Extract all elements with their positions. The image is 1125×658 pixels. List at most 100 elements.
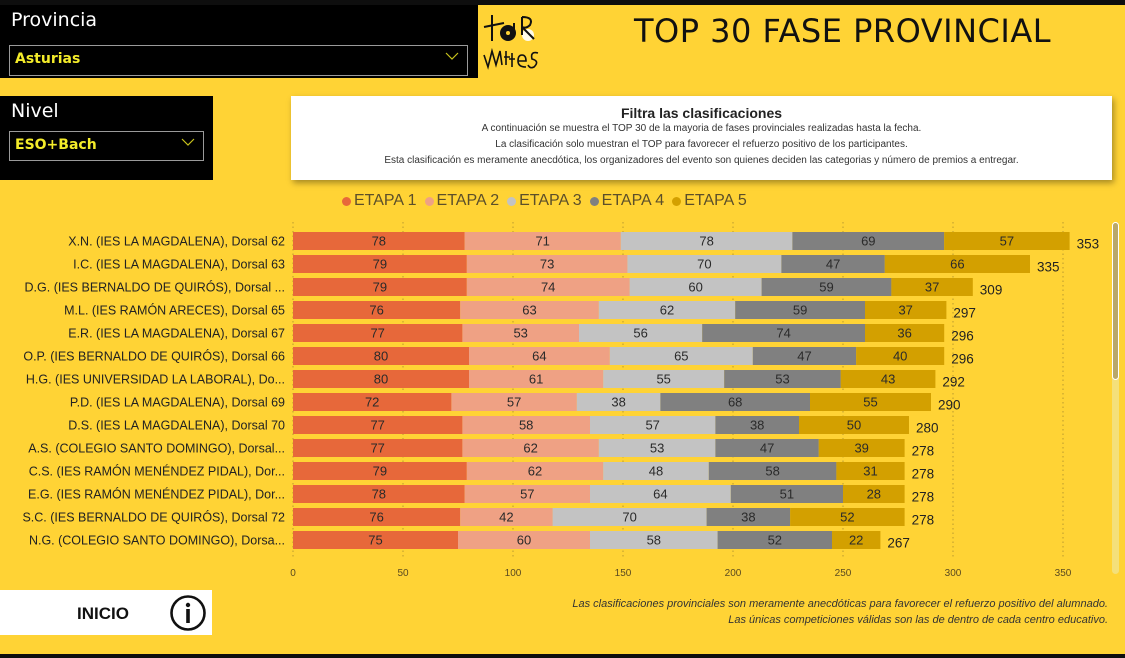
data-label: 39 xyxy=(854,441,868,456)
page-title: TOP 30 FASE PROVINCIAL xyxy=(633,12,1052,50)
data-label: 48 xyxy=(649,464,663,479)
bar-segment xyxy=(836,462,905,480)
bar-segment xyxy=(799,416,909,434)
legend-label: ETAPA 1 xyxy=(354,192,417,209)
data-label: 60 xyxy=(517,533,531,548)
x-tick-label: 0 xyxy=(290,568,296,579)
chart-scrollbar[interactable] xyxy=(1112,222,1119,574)
chevron-down-icon xyxy=(445,52,459,60)
bar-segment xyxy=(464,485,590,503)
data-label: 52 xyxy=(768,533,782,548)
bar-segment xyxy=(293,278,467,296)
legend-item[interactable]: ETAPA 2 xyxy=(424,192,499,210)
provincia-label: Provincia xyxy=(11,9,98,31)
bar-segment xyxy=(603,462,709,480)
data-label: 47 xyxy=(760,441,774,456)
total-label: 278 xyxy=(912,490,935,505)
data-label: 42 xyxy=(499,510,513,525)
home-label: INICIO xyxy=(77,604,129,623)
legend-item[interactable]: ETAPA 4 xyxy=(589,192,664,210)
x-tick-label: 250 xyxy=(835,568,852,579)
total-label: 267 xyxy=(887,536,910,551)
data-label: 51 xyxy=(780,487,794,502)
chevron-down-icon xyxy=(181,138,195,146)
data-label: 76 xyxy=(369,510,383,525)
data-label: 71 xyxy=(535,234,549,249)
footnote-line-1: Las clasificaciones provinciales son mer… xyxy=(572,598,1108,610)
data-label: 70 xyxy=(622,510,636,525)
legend-item[interactable]: ETAPA 1 xyxy=(342,192,417,210)
bar-segment xyxy=(843,485,905,503)
data-label: 38 xyxy=(611,395,625,410)
data-label: 22 xyxy=(849,533,863,548)
bar-segment xyxy=(293,531,458,549)
bar-segment xyxy=(458,531,590,549)
info-line: A continuación se muestra el TOP 30 de l… xyxy=(481,123,922,134)
info-line: Esta clasificación es meramente anecdóti… xyxy=(384,155,1019,166)
data-label: 43 xyxy=(881,372,895,387)
bar-segment xyxy=(293,255,467,273)
bar-segment xyxy=(735,301,865,319)
bar-segment xyxy=(629,278,762,296)
total-label: 353 xyxy=(1077,237,1100,252)
bar-segment xyxy=(293,232,465,250)
legend-item[interactable]: ETAPA 3 xyxy=(507,192,582,210)
bar-segment xyxy=(781,255,885,273)
bar-segment xyxy=(293,301,461,319)
footnote-line-2: Las únicas competiciones válidas son las… xyxy=(728,614,1108,626)
info-icon[interactable] xyxy=(169,594,207,632)
data-label: 57 xyxy=(520,487,534,502)
legend-item[interactable]: ETAPA 5 xyxy=(672,192,747,210)
data-label: 52 xyxy=(840,510,854,525)
total-label: 278 xyxy=(912,467,935,482)
scrollbar-thumb[interactable] xyxy=(1112,222,1119,380)
data-label: 53 xyxy=(513,326,527,341)
bar-segment xyxy=(590,531,718,549)
legend-label: ETAPA 3 xyxy=(519,192,582,209)
nivel-value: ESO+Bach xyxy=(15,137,97,153)
legend-dot-icon xyxy=(672,196,682,206)
bar-segment xyxy=(865,301,947,319)
bar-segment xyxy=(462,439,599,457)
bar-segment xyxy=(460,301,599,319)
chart-legend: ETAPA 1 ETAPA 2 ETAPA 3 ETAPA 4 ETAPA 5 xyxy=(342,191,755,211)
data-label: 28 xyxy=(867,487,881,502)
total-label: 296 xyxy=(951,329,974,344)
bar-segment xyxy=(818,439,905,457)
data-label: 62 xyxy=(528,464,542,479)
x-tick-label: 50 xyxy=(397,568,409,579)
data-label: 31 xyxy=(863,464,877,479)
bar-segment xyxy=(792,232,945,250)
bar-segment xyxy=(840,370,936,388)
home-button[interactable]: INICIO xyxy=(0,590,212,635)
legend-dot-icon xyxy=(424,196,434,206)
category-label: A.S. (COLEGIO SANTO DOMINGO), Dorsal... xyxy=(28,442,285,456)
bar-segment xyxy=(865,324,945,342)
data-label: 79 xyxy=(373,464,387,479)
data-label: 78 xyxy=(372,234,386,249)
total-label: 290 xyxy=(938,398,961,413)
bar-segment xyxy=(884,255,1030,273)
total-label: 296 xyxy=(951,352,974,367)
data-label: 57 xyxy=(1000,234,1014,249)
category-label: N.G. (COLEGIO SANTO DOMINGO), Dorsa... xyxy=(29,534,285,548)
bar-segment xyxy=(715,416,799,434)
data-label: 55 xyxy=(863,395,877,410)
legend-dot-icon xyxy=(342,196,351,206)
data-label: 37 xyxy=(925,280,939,295)
bar-segment xyxy=(460,508,553,526)
data-label: 38 xyxy=(741,510,755,525)
bar-segment xyxy=(293,370,469,388)
provincia-dropdown[interactable]: Asturias xyxy=(9,45,468,76)
bar-segment xyxy=(462,416,590,434)
data-label: 58 xyxy=(519,418,533,433)
bar-segment xyxy=(660,393,810,411)
bar-segment xyxy=(717,531,832,549)
bar-segment xyxy=(627,255,782,273)
bar-segment xyxy=(451,393,577,411)
category-label: D.G. (IES BERNALDO DE QUIRÓS), Dorsal ..… xyxy=(25,280,285,295)
data-label: 40 xyxy=(893,349,907,364)
data-label: 37 xyxy=(898,303,912,318)
nivel-dropdown[interactable]: ESO+Bach xyxy=(9,131,204,161)
data-label: 70 xyxy=(697,257,711,272)
